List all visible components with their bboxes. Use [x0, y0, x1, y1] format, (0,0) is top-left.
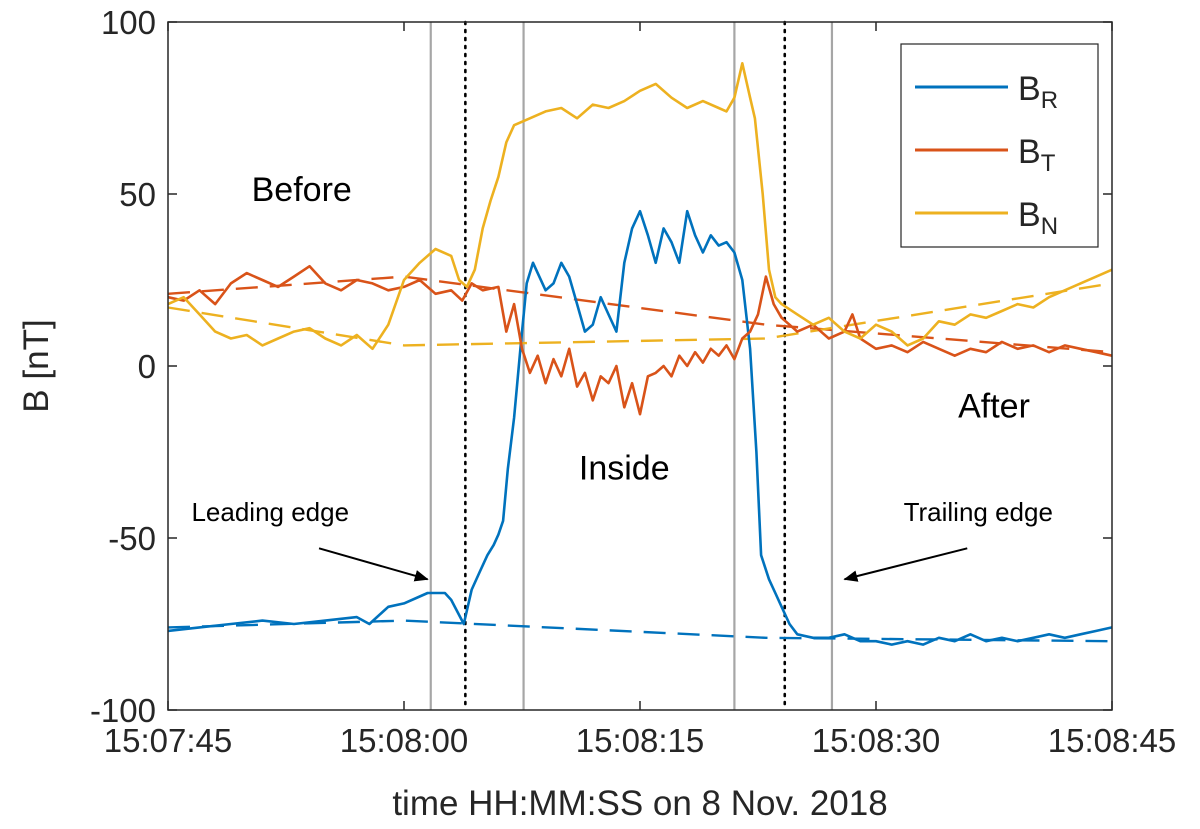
trend-line-b-t — [167, 275, 1113, 354]
y-tick-label: -50 — [108, 520, 156, 557]
legend-label-bt: BT — [1018, 133, 1056, 177]
series-line-b-n — [167, 62, 1113, 351]
legend-label-bn: BN — [1018, 196, 1058, 240]
x-tick-label: 15:08:30 — [812, 722, 940, 759]
trailing-edge-arrow — [843, 547, 968, 582]
y-tick-label: 0 — [138, 348, 156, 385]
label-before: Before — [252, 171, 352, 209]
x-tick-label: 15:08:45 — [1048, 722, 1176, 759]
label-leading-edge: Leading edge — [191, 497, 349, 527]
legend-label-br: BR — [1018, 70, 1058, 114]
x-tick-label: 15:08:00 — [340, 722, 468, 759]
y-axis-label: B [nT] — [17, 319, 56, 412]
legend-box — [900, 43, 1099, 248]
y-tick-label: -100 — [90, 692, 156, 729]
x-tick-label: 15:08:15 — [576, 722, 704, 759]
data-series — [167, 62, 1113, 646]
boundary-lines — [429, 20, 834, 712]
x-axis-label: time HH:MM:SS on 8 Nov. 2018 — [392, 784, 887, 823]
legend-entry-br: BR — [915, 70, 1058, 114]
leading-edge-arrow — [318, 547, 429, 582]
legend-entry-bt: BT — [915, 133, 1056, 177]
y-ticks: 100 50 0 -50 -100 — [90, 4, 1112, 729]
x-ticks: 15:07:45 15:08:00 15:08:15 15:08:30 15:08:45 — [104, 22, 1176, 759]
legend-entry-bn: BN — [915, 196, 1058, 240]
y-tick-label: 100 — [101, 4, 156, 41]
label-trailing-edge: Trailing edge — [904, 497, 1053, 527]
x-tick-label: 15:07:45 — [104, 722, 232, 759]
series-line-b-t — [167, 264, 1113, 416]
label-inside: Inside — [579, 450, 670, 488]
trend-line-b-n — [167, 282, 1113, 347]
annotations: Before After Inside Leading edge Trailing ed… — [191, 171, 1053, 582]
label-after: After — [958, 388, 1030, 426]
y-tick-label: 50 — [119, 176, 156, 213]
legend: BR BT BN — [900, 43, 1099, 248]
series-line-b-r — [167, 209, 1113, 646]
